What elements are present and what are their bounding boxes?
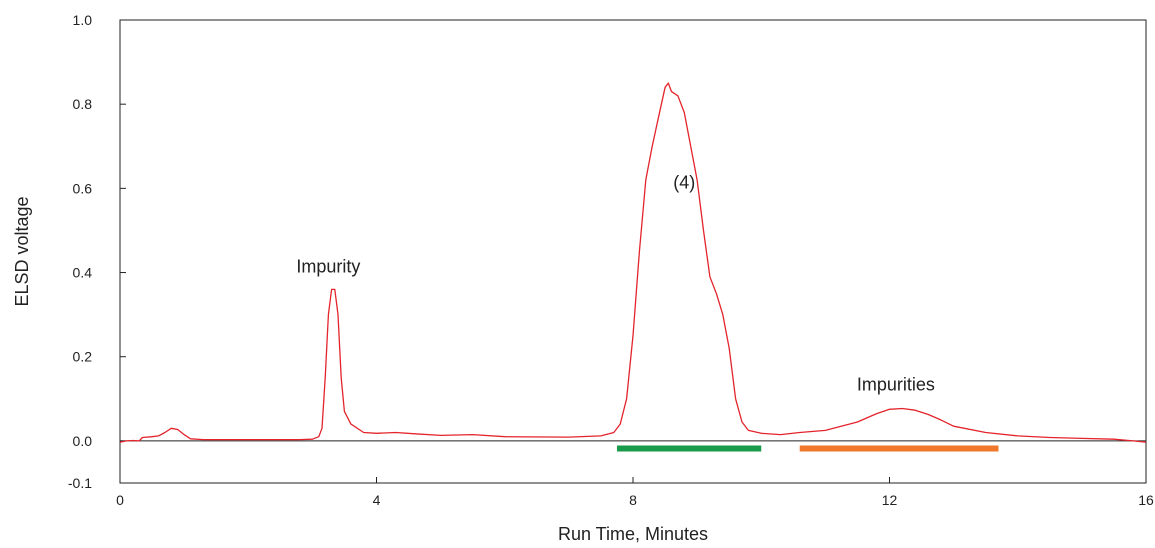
peak-annotation: Impurities	[857, 374, 935, 394]
chromatogram-line	[119, 82, 1147, 443]
x-tick-label: 8	[629, 492, 637, 508]
y-tick-label: 0.6	[73, 180, 93, 196]
x-tick-label: 0	[116, 492, 124, 508]
x-axis-title: Run Time, Minutes	[558, 524, 708, 544]
annotations: Impurity (4) Impurities	[296, 172, 935, 394]
y-tick-label: -0.1	[68, 475, 92, 491]
x-tick-label: 4	[373, 492, 381, 508]
y-tick-label: 0.8	[73, 96, 93, 112]
y-tick-label: 0.4	[73, 265, 93, 281]
y-axis-title: ELSD voltage	[12, 196, 32, 306]
plot-area	[119, 19, 1147, 484]
series-group	[119, 82, 1147, 443]
y-tick-label: 1.0	[73, 12, 93, 28]
x-axis-ticks: 0 4 8 12 16	[116, 477, 1154, 508]
y-tick-label: 0.0	[73, 433, 93, 449]
peak-annotation: (4)	[673, 172, 695, 192]
plot-frame	[119, 19, 1147, 484]
x-tick-label: 12	[882, 492, 898, 508]
y-tick-label: 0.2	[73, 349, 93, 365]
y-axis-ticks: -0.1 0.0 0.2 0.4 0.6 0.8 1.0	[68, 12, 126, 491]
peak-annotation: Impurity	[296, 257, 360, 277]
x-tick-label: 16	[1138, 492, 1154, 508]
